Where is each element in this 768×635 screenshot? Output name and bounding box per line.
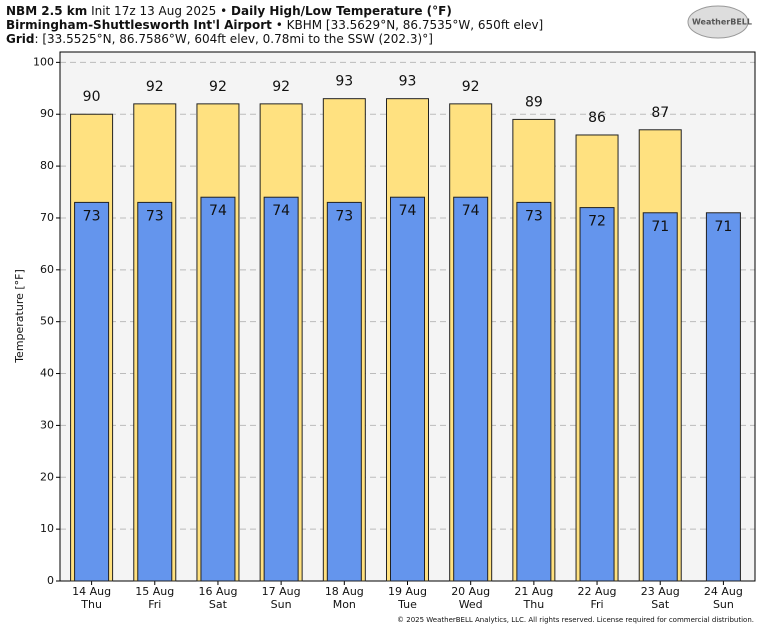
low-label: 74 xyxy=(272,203,290,219)
x-tick-sublabel: Sun xyxy=(713,598,734,611)
grid-label: Grid xyxy=(6,32,34,46)
x-tick-label: 18 Aug xyxy=(325,585,364,598)
high-label: 93 xyxy=(335,74,353,90)
y-tick-label: 10 xyxy=(40,522,54,535)
low-bar xyxy=(137,201,173,582)
logo-swirl xyxy=(687,5,749,39)
y-tick-label: 50 xyxy=(40,315,54,328)
low-bar xyxy=(705,212,741,582)
high-label: 92 xyxy=(462,79,480,95)
y-tick-label: 70 xyxy=(40,211,54,224)
x-tick-label: 23 Aug xyxy=(641,585,680,598)
low-bar xyxy=(326,201,362,582)
low-bar xyxy=(263,196,299,582)
x-tick-sublabel: Wed xyxy=(459,598,483,611)
low-label: 71 xyxy=(714,219,732,235)
x-tick-label: 21 Aug xyxy=(514,585,553,598)
x-tick-sublabel: Fri xyxy=(590,598,603,611)
y-tick-label: 40 xyxy=(40,367,54,380)
high-label: 92 xyxy=(146,79,164,95)
y-tick-label: 80 xyxy=(40,159,54,172)
header-line-2: Birmingham-Shuttlesworth Int'l Airport •… xyxy=(6,18,543,32)
low-label: 73 xyxy=(146,208,164,224)
low-label: 74 xyxy=(209,203,227,219)
init: Init 17z 13 Aug 2025 • xyxy=(91,4,227,18)
station: Birmingham-Shuttlesworth Int'l Airport xyxy=(6,18,272,32)
x-tick-label: 19 Aug xyxy=(388,585,427,598)
header-line-3: Grid: [33.5525°N, 86.7586°W, 604ft elev,… xyxy=(6,32,433,46)
chart-title: Daily High/Low Temperature (°F) xyxy=(231,4,452,18)
high-label: 87 xyxy=(651,105,669,121)
low-label: 73 xyxy=(525,208,543,224)
low-label: 73 xyxy=(335,208,353,224)
x-tick-sublabel: Fri xyxy=(148,598,161,611)
x-tick-sublabel: Mon xyxy=(333,598,356,611)
y-tick-label: 90 xyxy=(40,107,54,120)
model: NBM 2.5 km xyxy=(6,4,87,18)
x-tick-sublabel: Sun xyxy=(271,598,292,611)
x-tick-sublabel: Tue xyxy=(397,598,417,611)
low-label: 74 xyxy=(462,203,480,219)
high-label: 92 xyxy=(209,79,227,95)
x-tick-label: 15 Aug xyxy=(135,585,174,598)
low-label: 71 xyxy=(651,219,669,235)
y-axis-title: Temperature [°F] xyxy=(13,269,26,364)
low-bar xyxy=(390,196,425,582)
low-bar xyxy=(579,207,615,582)
high-label: 93 xyxy=(399,74,417,90)
y-tick-label: 20 xyxy=(40,470,54,483)
x-tick-label: 17 Aug xyxy=(262,585,301,598)
low-bar xyxy=(74,201,110,582)
x-tick-label: 14 Aug xyxy=(72,585,111,598)
x-tick-label: 22 Aug xyxy=(578,585,617,598)
header-line-1: NBM 2.5 km Init 17z 13 Aug 2025 • Daily … xyxy=(6,4,452,18)
high-label: 90 xyxy=(83,89,101,105)
x-tick-label: 24 Aug xyxy=(704,585,743,598)
high-label: 89 xyxy=(525,94,543,110)
grid-info: : [33.5525°N, 86.7586°W, 604ft elev, 0.7… xyxy=(34,32,432,46)
y-tick-label: 100 xyxy=(33,55,54,68)
low-bar xyxy=(453,196,489,582)
high-label: 86 xyxy=(588,110,606,126)
low-label: 74 xyxy=(399,203,417,219)
low-label: 73 xyxy=(83,208,101,224)
x-tick-sublabel: Sat xyxy=(651,598,670,611)
low-label: 72 xyxy=(588,214,606,230)
x-tick-sublabel: Thu xyxy=(80,598,102,611)
low-bar xyxy=(200,196,236,582)
x-tick-label: 20 Aug xyxy=(451,585,490,598)
y-tick-label: 0 xyxy=(47,574,54,587)
y-tick-label: 30 xyxy=(40,418,54,431)
high-label: 92 xyxy=(272,79,290,95)
footer: © 2025 WeatherBELL Analytics, LLC. All r… xyxy=(397,616,754,624)
x-tick-sublabel: Sat xyxy=(209,598,228,611)
x-tick-sublabel: Thu xyxy=(523,598,545,611)
logo: WeatherBELL xyxy=(692,18,752,27)
x-tick-label: 16 Aug xyxy=(198,585,237,598)
low-bar xyxy=(516,201,552,582)
station-info: • KBHM [33.5629°N, 86.7535°W, 650ft elev… xyxy=(276,18,544,32)
low-bar xyxy=(642,212,678,582)
y-tick-label: 60 xyxy=(40,263,54,276)
